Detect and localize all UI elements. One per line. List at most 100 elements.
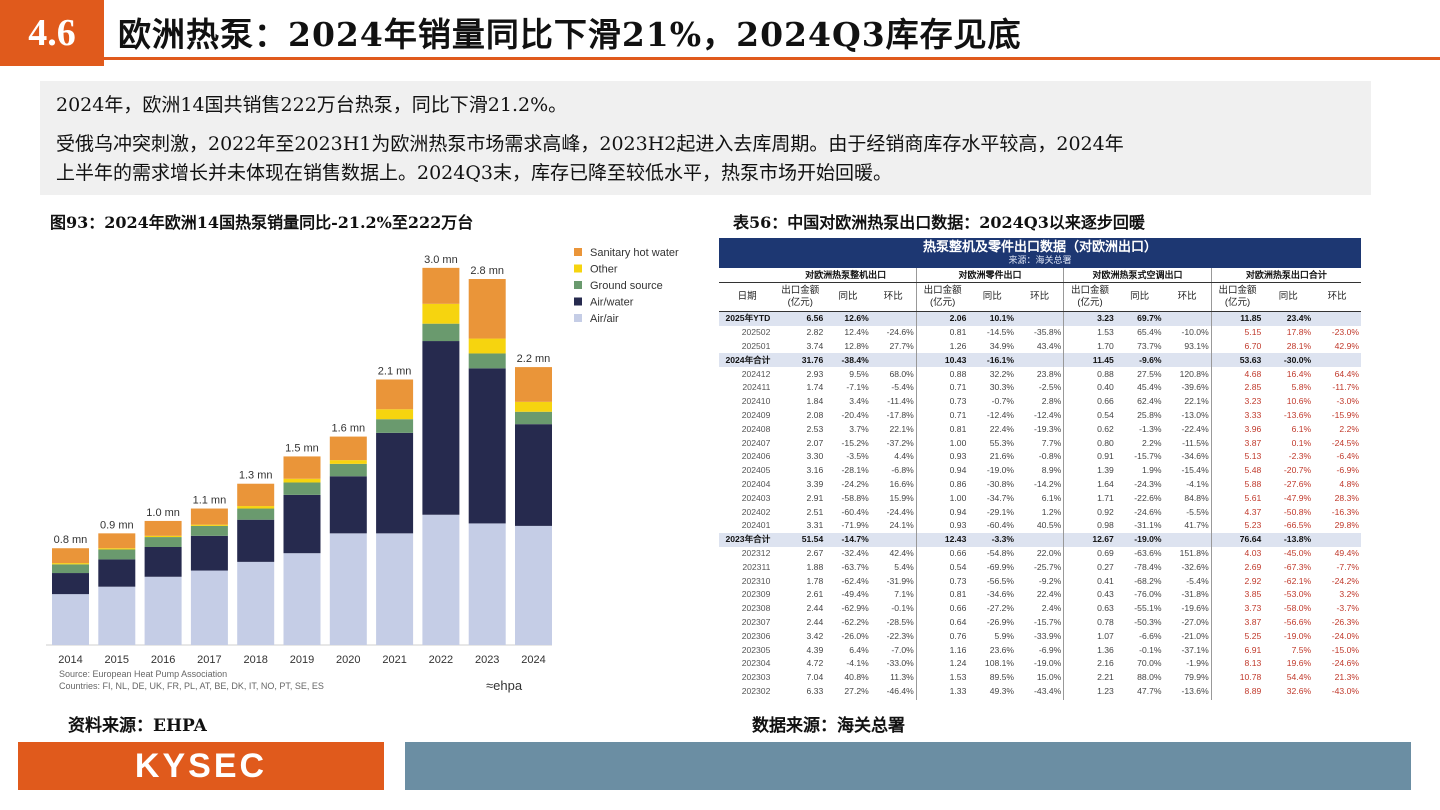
table-cell: -7.1% bbox=[846, 382, 869, 393]
table-cell: 11.81 bbox=[775, 698, 825, 701]
table-cell: 7.04 bbox=[806, 672, 824, 683]
table-cell: 1.84 bbox=[806, 396, 824, 407]
section-number: 4.6 bbox=[0, 0, 104, 66]
table-cell: 79.9% bbox=[1163, 670, 1212, 685]
table-cell: 4.37 bbox=[1244, 506, 1262, 517]
legend-label: Ground source bbox=[590, 280, 663, 292]
bar-segment bbox=[376, 409, 414, 420]
bar-segment bbox=[237, 561, 275, 645]
table-cell: -2.3% bbox=[1288, 451, 1312, 462]
table-cell bbox=[1163, 353, 1212, 368]
table-cell: -1.3% bbox=[1139, 423, 1162, 434]
table-cell: 5.61 bbox=[1244, 492, 1262, 503]
table-cell: 0.62 bbox=[1097, 423, 1114, 434]
table-row: 202404 3.39 -24.2% 16.6% 0.86 -30.8% -14.2% 1.6… bbox=[719, 477, 1361, 492]
x-tick-label: 2017 bbox=[197, 654, 221, 666]
cell-date: 202301 bbox=[719, 698, 775, 701]
bar-total-label: 0.8 mn bbox=[54, 534, 88, 546]
table-cell: -26.9% bbox=[986, 616, 1015, 627]
table-cell: 76.64 bbox=[1211, 532, 1264, 547]
table-row: 202408 2.53 3.7% 22.1% 0.81 22.4% -19.3% 0.62 -1… bbox=[719, 422, 1361, 437]
bar-segment bbox=[98, 586, 136, 645]
bar-segment bbox=[283, 553, 321, 645]
table-cell: -26.0% bbox=[841, 630, 869, 641]
table-cell: -15.9% bbox=[1331, 409, 1359, 420]
table-cell: 0.41 bbox=[1097, 575, 1114, 586]
table-cell: 2.44 bbox=[806, 603, 824, 614]
column-header-amount-line: 出口金额 bbox=[1218, 285, 1257, 296]
table-cell bbox=[1313, 353, 1361, 368]
table-cell: -3.0% bbox=[1336, 396, 1359, 407]
bar-segment bbox=[515, 411, 552, 425]
table-cell: 3.31 bbox=[806, 520, 824, 531]
table-cell: -33.9% bbox=[1016, 629, 1065, 644]
table-cell: -50.3% bbox=[1134, 616, 1162, 627]
cell-date: 202305 bbox=[741, 644, 771, 655]
bar-segment bbox=[329, 463, 367, 477]
table-cell: -19.0% bbox=[1016, 656, 1065, 671]
table-cell: -15.2% bbox=[841, 437, 869, 448]
table-cell: -10.0% bbox=[1163, 325, 1212, 340]
bar-segment bbox=[422, 303, 460, 324]
table-cell: -34.7% bbox=[986, 492, 1015, 503]
table-cell: 1.70 bbox=[1097, 340, 1114, 351]
table-cell bbox=[1016, 311, 1065, 326]
table-cell: 3.7% bbox=[849, 423, 869, 434]
table-cell: 64.4% bbox=[1334, 368, 1359, 379]
bar-total-label: 1.0 mn bbox=[146, 507, 180, 519]
table-row: 202312 2.67 -32.4% 42.4% 0.66 -54.8% 22.0% 0.69… bbox=[719, 546, 1361, 561]
table-cell: 2.08 bbox=[806, 409, 824, 420]
cell-date: 202402 bbox=[741, 506, 771, 517]
bar-segment bbox=[283, 456, 321, 479]
table-row: 202405 3.16 -28.1% -6.8% 0.94 -19.0% 8.9% 1.39 1… bbox=[719, 463, 1361, 478]
table-cell: 22.1% bbox=[1163, 394, 1212, 409]
table-cell: -27.2% bbox=[986, 603, 1015, 614]
table-cell: -15.7% bbox=[1134, 451, 1162, 462]
export-data-table: 热泵整机及零件出口数据（对欧洲出口） 来源：海关总署 对欧洲热泵整机出口 对欧洲… bbox=[719, 238, 1361, 700]
x-tick-label: 2014 bbox=[58, 654, 82, 666]
table-cell: -24.2% bbox=[841, 478, 869, 489]
table-cell: 3.87 bbox=[1244, 616, 1262, 627]
table-cell: 0.54 bbox=[1097, 409, 1114, 420]
table-cell: 6.56 bbox=[775, 311, 826, 326]
table-cell: -13.0% bbox=[1163, 408, 1212, 423]
legend-swatch bbox=[574, 314, 582, 322]
table-cell: -14.2% bbox=[1016, 477, 1065, 492]
column-header-amount-unit: (亿元) bbox=[787, 297, 813, 308]
bar-segment bbox=[52, 563, 89, 565]
table-cell: -34.6% bbox=[986, 589, 1015, 600]
table-row: 202502 2.82 12.4% -24.6% 0.81 -14.5% -35.8% 1.5… bbox=[719, 325, 1361, 340]
table-cell: 12.8% bbox=[844, 340, 869, 351]
table-cell: 2.61 bbox=[806, 589, 824, 600]
table-cell: 42.4% bbox=[870, 546, 917, 561]
table-cell: -45.0% bbox=[1283, 547, 1312, 558]
table-cell: -35.8% bbox=[1016, 325, 1065, 340]
table-cell: 65.4% bbox=[1137, 327, 1162, 338]
table-cell: 68.0% bbox=[870, 367, 917, 381]
table-cell: 0.80 bbox=[1097, 437, 1114, 448]
table-cell: -39.6% bbox=[1163, 380, 1212, 395]
table-cell: 3.4% bbox=[849, 396, 869, 407]
table-cell: -13.8% bbox=[1263, 532, 1314, 547]
table-cell: -27.0% bbox=[1163, 615, 1212, 630]
bar-segment bbox=[329, 476, 367, 534]
table-cell: -68.2% bbox=[1134, 575, 1162, 586]
cell-date: 202307 bbox=[741, 616, 771, 627]
cell-date: 202407 bbox=[741, 437, 771, 448]
bar-segment bbox=[283, 494, 321, 554]
bar-segment bbox=[422, 341, 460, 515]
table-cell: -46.4% bbox=[870, 684, 917, 699]
table-cell: -30.0% bbox=[1263, 353, 1314, 368]
table-cell: 113.0% bbox=[1313, 698, 1361, 701]
group-header: 对欧洲热泵式空调出口 bbox=[1063, 268, 1212, 283]
table-cell: 2.69 bbox=[1244, 561, 1262, 572]
bar-segment bbox=[237, 508, 275, 520]
table-cell: -21.0% bbox=[1163, 629, 1212, 644]
table-cell: -6.6% bbox=[1139, 630, 1162, 641]
table-cell: 0.81 bbox=[949, 589, 967, 600]
table-cell: 2.82 bbox=[806, 327, 824, 338]
x-tick-label: 2021 bbox=[382, 654, 406, 666]
bar-segment bbox=[144, 546, 182, 577]
table-cell: 3.16 bbox=[806, 465, 824, 476]
table-cell: -3.7% bbox=[1336, 603, 1359, 614]
